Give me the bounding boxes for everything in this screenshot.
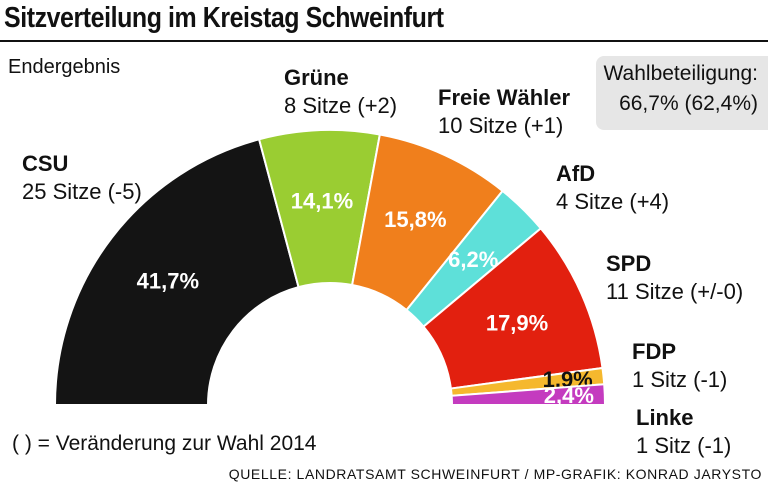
slice-label-spd: 17,9%	[486, 310, 548, 335]
slice-csu	[53, 138, 300, 406]
party-label-afd: AfD 4 Sitze (+4)	[556, 160, 669, 216]
party-seats-gruene: 8 Sitze (+2)	[284, 93, 398, 118]
change-note: ( ) = Veränderung zur Wahl 2014	[12, 432, 317, 455]
party-name-csu: CSU	[22, 151, 69, 176]
party-label-gruene: Grüne 8 Sitze (+2)	[284, 64, 397, 120]
source-credit: QUELLE: LANDRATSAMT SCHWEINFURT / MP-GRA…	[228, 466, 762, 482]
party-seats-linke: 1 Sitz (-1)	[636, 433, 732, 458]
party-seats-spd: 11 Sitze (+/-0)	[606, 279, 744, 304]
party-label-fdp: FDP 1 Sitz (-1)	[632, 338, 727, 394]
slice-label-linke: 2,4%	[544, 383, 594, 408]
slice-label-afd: 6,2%	[448, 247, 498, 272]
party-name-freie-waehler: Freie Wähler	[438, 85, 571, 110]
party-label-linke: Linke 1 Sitz (-1)	[636, 404, 731, 460]
slice-label-csu: 41,7%	[137, 268, 199, 293]
slice-linke	[450, 383, 607, 406]
party-seats-fdp: 1 Sitz (-1)	[632, 367, 728, 392]
party-label-csu: CSU 25 Sitze (-5)	[22, 150, 142, 206]
turnout-value: 66,7% (62,4%)	[619, 92, 758, 115]
party-name-afd: AfD	[556, 161, 596, 186]
party-name-spd: SPD	[606, 251, 652, 276]
party-name-gruene: Grüne	[284, 65, 349, 90]
party-name-linke: Linke	[636, 405, 694, 430]
party-label-freie-waehler: Freie Wähler 10 Sitze (+1)	[438, 84, 570, 140]
party-seats-afd: 4 Sitze (+4)	[556, 189, 670, 214]
slice-label-freie-waehler: 15,8%	[384, 207, 446, 232]
title-divider	[0, 40, 768, 42]
party-seats-csu: 25 Sitze (-5)	[22, 179, 142, 204]
turnout-label: Wahlbeteiligung:	[603, 62, 759, 85]
party-name-fdp: FDP	[632, 339, 676, 364]
chart-subtitle: Endergebnis	[8, 56, 121, 78]
turnout-box: Wahlbeteiligung: 66,7% (62,4%)	[596, 56, 768, 130]
party-label-spd: SPD 11 Sitze (+/-0)	[606, 250, 743, 306]
slice-label-gruene: 14,1%	[291, 189, 353, 214]
party-seats-freie-waehler: 10 Sitze (+1)	[438, 113, 564, 138]
chart-title: Sitzverteilung im Kreistag Schweinfurt	[4, 2, 444, 34]
